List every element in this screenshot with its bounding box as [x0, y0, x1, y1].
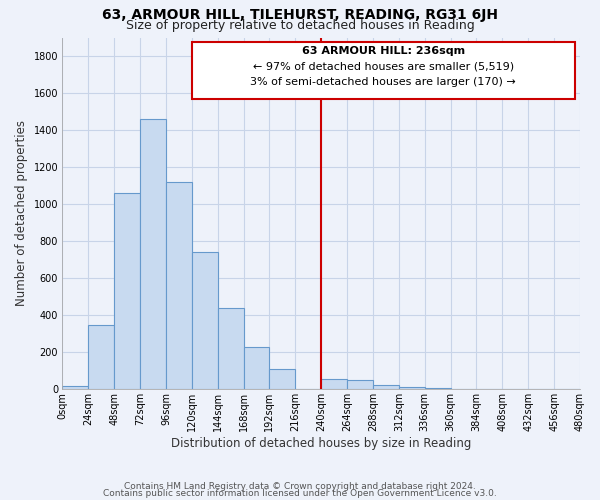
Text: Size of property relative to detached houses in Reading: Size of property relative to detached ho… [125, 18, 475, 32]
FancyBboxPatch shape [192, 42, 575, 98]
Text: ← 97% of detached houses are smaller (5,519): ← 97% of detached houses are smaller (5,… [253, 62, 514, 72]
X-axis label: Distribution of detached houses by size in Reading: Distribution of detached houses by size … [171, 437, 472, 450]
Bar [425, 388, 451, 390]
Bar [269, 369, 295, 390]
Text: 63 ARMOUR HILL: 236sqm: 63 ARMOUR HILL: 236sqm [302, 46, 465, 56]
Text: Contains public sector information licensed under the Open Government Licence v3: Contains public sector information licen… [103, 490, 497, 498]
Bar [192, 252, 218, 390]
Bar [244, 347, 269, 390]
Y-axis label: Number of detached properties: Number of detached properties [15, 120, 28, 306]
Bar [88, 324, 114, 390]
Bar [166, 182, 192, 390]
Bar [62, 386, 88, 390]
Bar [140, 119, 166, 390]
Bar [321, 379, 347, 390]
Bar [347, 380, 373, 390]
Text: 63, ARMOUR HILL, TILEHURST, READING, RG31 6JH: 63, ARMOUR HILL, TILEHURST, READING, RG3… [102, 8, 498, 22]
Bar [114, 193, 140, 390]
Text: 3% of semi-detached houses are larger (170) →: 3% of semi-detached houses are larger (1… [250, 78, 516, 88]
Bar [373, 385, 399, 390]
Bar [399, 386, 425, 390]
Text: Contains HM Land Registry data © Crown copyright and database right 2024.: Contains HM Land Registry data © Crown c… [124, 482, 476, 491]
Bar [218, 308, 244, 390]
